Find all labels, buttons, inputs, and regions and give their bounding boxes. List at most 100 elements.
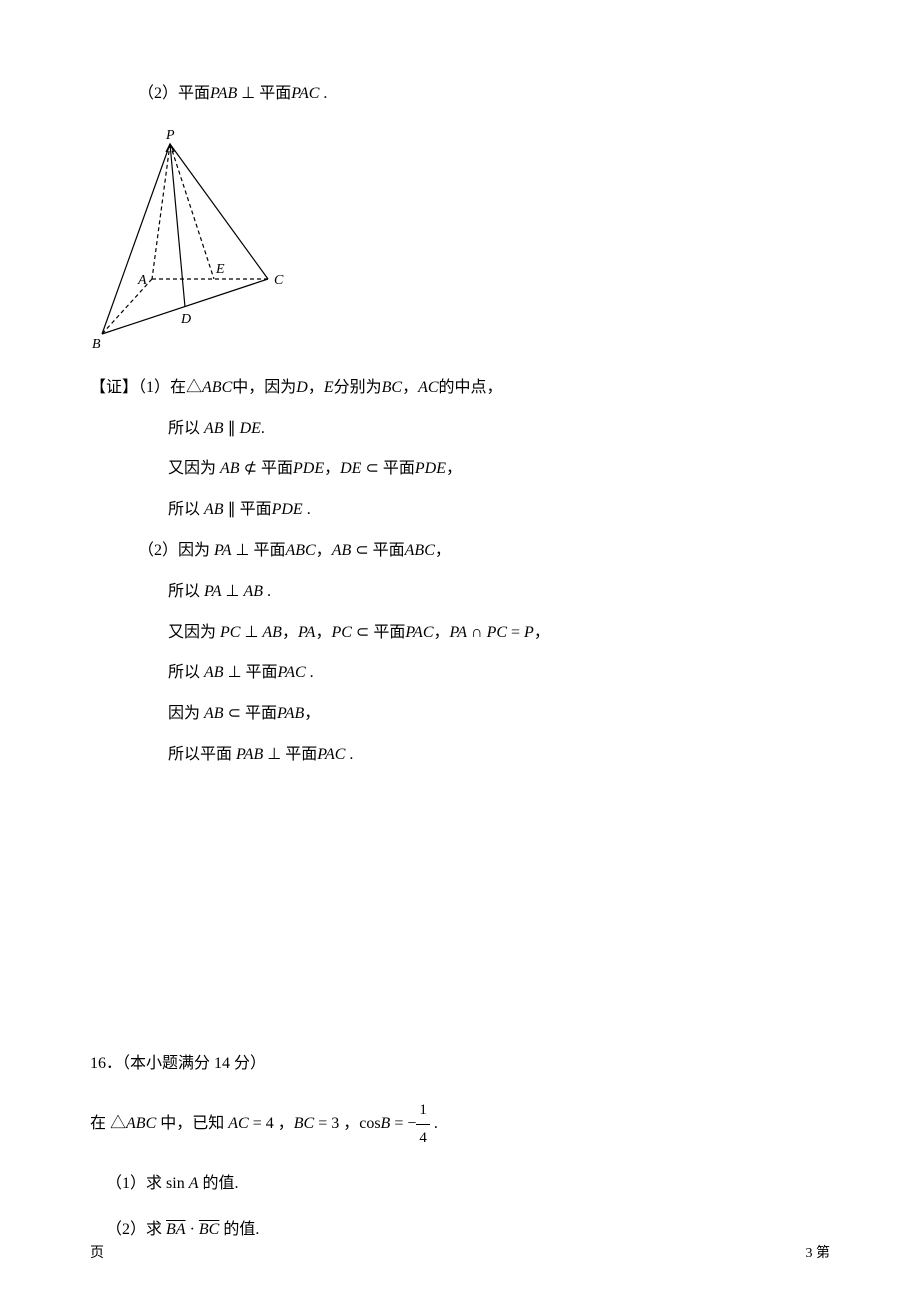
math: ABC bbox=[285, 542, 315, 559]
text: 平面 bbox=[253, 542, 285, 559]
text: （1）求 bbox=[106, 1175, 166, 1192]
proof-line-5: （2）因为 PA ⊥ 平面ABC，AB ⊂ 平面ABC， bbox=[90, 537, 830, 566]
footer-right: 3 第 bbox=[806, 1242, 831, 1262]
text: 平面 bbox=[245, 705, 277, 722]
math: PAC bbox=[278, 664, 306, 681]
text: 所以 bbox=[168, 664, 204, 681]
proof-line-10: 所以平面 PAB ⊥ 平面PAC . bbox=[90, 741, 830, 770]
math: PA bbox=[214, 542, 231, 559]
text: ⊥ 平面 bbox=[237, 85, 291, 102]
text: 中，已知 bbox=[156, 1115, 228, 1132]
text: = 3 ， bbox=[314, 1115, 359, 1132]
text: 又因为 bbox=[168, 460, 220, 477]
text: ， bbox=[402, 379, 418, 396]
math: B bbox=[381, 1115, 391, 1132]
fraction: 14 bbox=[416, 1097, 430, 1152]
problem-2-statement: （2）平面PAB ⊥ 平面PAC . bbox=[90, 80, 830, 109]
text: 平面 bbox=[246, 664, 278, 681]
text: ⊂ bbox=[361, 460, 382, 477]
text: （2）求 bbox=[106, 1221, 166, 1238]
math: AB bbox=[204, 705, 224, 722]
points-text: （本小题满分 14 分） bbox=[122, 1055, 266, 1072]
proof-line-3: 又因为 AB ⊄ 平面PDE，DE ⊂ 平面PDE， bbox=[90, 455, 830, 484]
text: 平面 bbox=[240, 501, 272, 518]
svg-text:C: C bbox=[274, 273, 284, 288]
text: sin bbox=[166, 1175, 185, 1192]
text: 的中点， bbox=[439, 379, 503, 396]
text: ⊥ bbox=[224, 664, 246, 681]
math: AB bbox=[204, 420, 224, 437]
text: ∥ bbox=[224, 501, 240, 518]
text: ⊂ bbox=[352, 624, 373, 641]
text: 平面 bbox=[261, 460, 293, 477]
text: · bbox=[186, 1221, 199, 1238]
text: . bbox=[345, 746, 353, 763]
proof-line-9: 因为 AB ⊂ 平面PAB， bbox=[90, 700, 830, 729]
math: E bbox=[324, 379, 334, 396]
math-pac: PAC bbox=[291, 85, 319, 102]
svg-text:P: P bbox=[165, 129, 175, 143]
text: 的值. bbox=[219, 1221, 259, 1238]
problem-16-header: 16．（本小题满分 14 分） bbox=[90, 1050, 830, 1079]
page-content: （2）平面PAB ⊥ 平面PAC . PABCDE 【证】（1）在△ABC中，因… bbox=[90, 80, 830, 1245]
text: （2）平面 bbox=[138, 85, 210, 102]
math: ABC bbox=[405, 542, 435, 559]
math: PA bbox=[298, 624, 315, 641]
text: ⊄ bbox=[240, 460, 261, 477]
math: P bbox=[524, 624, 534, 641]
text: ， bbox=[324, 460, 340, 477]
math: PDE bbox=[415, 460, 446, 477]
text: ， bbox=[316, 542, 332, 559]
problem-16: 16．（本小题满分 14 分） 在 △ABC 中，已知 AC = 4 ，BC =… bbox=[90, 1050, 830, 1245]
text: ， bbox=[315, 624, 331, 641]
text: 平面 bbox=[373, 624, 405, 641]
proof-line-7: 又因为 PC ⊥ AB，PA，PC ⊂ 平面PAC，PA ∩ PC = P， bbox=[90, 619, 830, 648]
math: BC bbox=[294, 1115, 314, 1132]
vector-bc: BC bbox=[199, 1221, 219, 1238]
math: DE bbox=[340, 460, 361, 477]
page-footer: 页 3 第 bbox=[90, 1242, 830, 1262]
text: ∩ bbox=[467, 624, 487, 641]
math: PAC bbox=[405, 624, 433, 641]
math: PA bbox=[450, 624, 467, 641]
numerator: 1 bbox=[416, 1097, 430, 1125]
math: AB bbox=[262, 624, 282, 641]
text: 的值. bbox=[198, 1175, 238, 1192]
math: PAB bbox=[277, 705, 304, 722]
proof-line-2: 所以 AB ∥ DE. bbox=[90, 415, 830, 444]
text: ， bbox=[435, 542, 451, 559]
text: ⊥ bbox=[263, 746, 285, 763]
footer-right-text: 第 bbox=[813, 1246, 831, 1261]
text: 分别为 bbox=[334, 379, 382, 396]
problem-16-part1: （1）求 sin A 的值. bbox=[90, 1170, 830, 1199]
proof-section: 【证】（1）在△ABC中，因为D，E分别为BC，AC的中点， 所以 AB ∥ D… bbox=[90, 374, 830, 770]
proof-line-6: 所以 PA ⊥ AB . bbox=[90, 578, 830, 607]
denominator: 4 bbox=[416, 1125, 430, 1152]
text: ， bbox=[446, 460, 462, 477]
text: . bbox=[263, 583, 271, 600]
proof-line-1: 【证】（1）在△ABC中，因为D，E分别为BC，AC的中点， bbox=[90, 374, 830, 403]
geometry-diagram: PABCDE bbox=[90, 129, 830, 354]
text: ⊂ bbox=[224, 705, 245, 722]
math: PDE bbox=[272, 501, 303, 518]
math-pab: PAB bbox=[210, 85, 237, 102]
math: AC bbox=[418, 379, 438, 396]
svg-text:A: A bbox=[137, 273, 147, 288]
text: 所以 bbox=[168, 583, 204, 600]
text: . bbox=[303, 501, 311, 518]
text: . bbox=[319, 85, 327, 102]
math: AB bbox=[243, 583, 263, 600]
text: 所以 bbox=[168, 420, 204, 437]
math: AB bbox=[332, 542, 352, 559]
vector-ba: BA bbox=[166, 1221, 186, 1238]
text: ， bbox=[304, 705, 320, 722]
text: 在 △ bbox=[90, 1115, 126, 1132]
proof-line-8: 所以 AB ⊥ 平面PAC . bbox=[90, 659, 830, 688]
math: BC bbox=[382, 379, 402, 396]
text: . bbox=[430, 1115, 438, 1132]
problem-number: 16． bbox=[90, 1055, 122, 1072]
math: AB bbox=[220, 460, 240, 477]
page-number: 3 bbox=[806, 1246, 813, 1261]
text: （2）因为 bbox=[138, 542, 214, 559]
pyramid-diagram: PABCDE bbox=[90, 129, 290, 349]
